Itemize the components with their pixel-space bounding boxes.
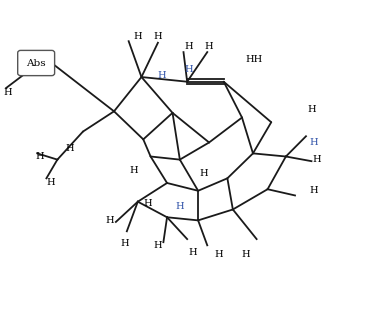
Text: H: H [308, 105, 316, 114]
Text: H: H [36, 152, 44, 161]
Text: H: H [158, 71, 166, 80]
Text: H: H [188, 249, 197, 257]
Text: H: H [199, 169, 208, 178]
Text: H: H [310, 138, 318, 147]
Text: H: H [47, 178, 55, 187]
Text: H: H [154, 241, 162, 250]
Text: H: H [312, 155, 321, 164]
Text: H: H [241, 250, 250, 259]
Text: H: H [65, 144, 74, 153]
FancyBboxPatch shape [18, 50, 55, 76]
Text: H: H [134, 32, 142, 41]
Text: H: H [105, 216, 114, 225]
Text: Abs: Abs [26, 59, 46, 68]
Text: H: H [310, 186, 318, 195]
Text: H: H [121, 239, 129, 248]
Text: H: H [175, 202, 184, 211]
Text: H: H [185, 65, 193, 74]
Text: H: H [214, 250, 222, 259]
Text: H: H [185, 42, 193, 51]
Text: H: H [205, 42, 213, 51]
Text: H: H [144, 199, 152, 208]
Text: H: H [154, 32, 162, 41]
Text: H: H [3, 88, 12, 97]
Text: HH: HH [246, 55, 263, 64]
Text: H: H [129, 166, 138, 175]
